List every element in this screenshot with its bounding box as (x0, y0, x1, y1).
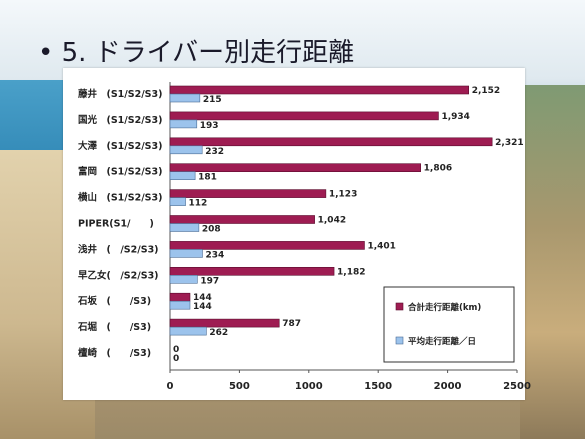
average-distance-bar (169, 274, 198, 284)
total-distance-bar (169, 137, 493, 147)
total-distance-label: 144 (193, 293, 212, 303)
category-label: 早乙女( /S2/S3) (78, 269, 159, 281)
total-distance-bar (169, 85, 469, 95)
average-distance-label: 193 (200, 121, 219, 131)
total-distance-bar (169, 111, 439, 121)
legend-swatch-average (395, 336, 404, 345)
average-distance-bar (169, 300, 191, 310)
total-distance-label: 0 (173, 345, 179, 355)
average-distance-bar (169, 197, 186, 206)
category-label: 大澤 (S1/S2/S3) (78, 140, 162, 152)
category-label: 石坂 ( /S3) (77, 295, 151, 307)
total-distance-label: 1,401 (367, 241, 395, 251)
average-distance-bar (169, 119, 198, 129)
total-distance-bar (169, 189, 327, 198)
legend-box (383, 286, 515, 363)
x-tick-label: 2000 (434, 381, 462, 392)
average-distance-label: 208 (202, 225, 221, 235)
total-distance-bar (169, 163, 421, 172)
average-distance-bar (169, 171, 196, 180)
background-cliff-right (520, 85, 585, 439)
average-distance-bar (169, 249, 203, 258)
average-distance-label: 262 (209, 328, 228, 338)
average-distance-bar (169, 326, 207, 336)
average-distance-bar (169, 145, 203, 155)
x-tick-label: 2500 (503, 381, 531, 392)
total-distance-bar (169, 266, 335, 276)
total-distance-bar (169, 318, 280, 328)
average-distance-label: 181 (198, 173, 217, 183)
average-distance-label: 197 (200, 276, 219, 286)
category-label: 石堀 ( /S3) (77, 321, 151, 333)
average-distance-bar (169, 93, 201, 103)
category-label: 国光 (S1/S2/S3) (78, 114, 162, 126)
category-label: 富岡 (S1/S2/S3) (78, 166, 162, 178)
category-label: PIPER(S1/ ) (78, 219, 154, 230)
average-distance-label: 112 (189, 199, 208, 209)
category-label: 横山 (S1/S2/S3) (78, 192, 162, 204)
total-distance-bar (169, 241, 365, 250)
total-distance-label: 1,042 (318, 216, 346, 226)
slide-title: • 5. ドライバー別走行距離 (38, 38, 355, 68)
x-tick-label: 1000 (295, 381, 323, 392)
average-distance-label: 144 (193, 302, 212, 312)
category-label: 藤井 (S1/S2/S3) (78, 88, 162, 100)
average-distance-label: 0 (173, 354, 179, 364)
total-distance-label: 1,806 (424, 164, 452, 174)
average-distance-label: 232 (205, 147, 224, 157)
x-tick-label: 500 (229, 381, 250, 392)
total-distance-label: 1,934 (441, 112, 469, 122)
total-distance-label: 787 (282, 319, 301, 329)
total-distance-label: 1,182 (337, 267, 365, 277)
total-distance-bar (169, 292, 191, 302)
average-distance-label: 215 (203, 95, 222, 105)
category-label: 檀崎 ( /S3) (78, 347, 151, 359)
total-distance-label: 2,321 (495, 138, 523, 148)
x-tick-label: 0 (167, 381, 174, 392)
average-distance-bar (169, 223, 200, 232)
legend-label-total: 合計走行距離(km) (407, 302, 481, 313)
total-distance-bar (169, 215, 315, 224)
legend-swatch-total (395, 302, 404, 311)
average-distance-label: 234 (205, 250, 224, 260)
x-tick-label: 1500 (364, 381, 392, 392)
total-distance-label: 1,123 (329, 190, 357, 200)
category-label: 浅井 ( /S2/S3) (78, 243, 159, 255)
legend-label-average: 平均走行距離／日 (408, 336, 476, 347)
total-distance-label: 2,152 (472, 86, 500, 96)
